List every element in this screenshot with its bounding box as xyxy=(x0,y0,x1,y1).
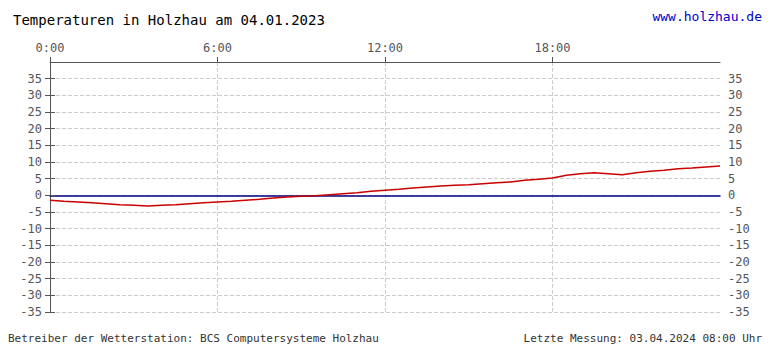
svg-text:35: 35 xyxy=(28,72,42,86)
svg-text:-30: -30 xyxy=(728,288,750,302)
svg-text:5: 5 xyxy=(728,172,735,186)
svg-text:-10: -10 xyxy=(728,222,750,236)
svg-text:5: 5 xyxy=(35,172,42,186)
svg-text:-25: -25 xyxy=(728,272,750,286)
svg-text:15: 15 xyxy=(28,138,42,152)
svg-text:18:00: 18:00 xyxy=(534,41,570,55)
svg-text:-10: -10 xyxy=(20,222,42,236)
svg-text:0:00: 0:00 xyxy=(36,41,65,55)
svg-text:-15: -15 xyxy=(20,238,42,252)
svg-text:25: 25 xyxy=(728,105,742,119)
svg-text:30: 30 xyxy=(28,88,42,102)
svg-text:-35: -35 xyxy=(728,305,750,319)
svg-text:10: 10 xyxy=(28,155,42,169)
svg-text:15: 15 xyxy=(728,138,742,152)
svg-text:Betreiber der Wetterstation: B: Betreiber der Wetterstation: BCS Compute… xyxy=(8,332,379,345)
svg-text:Temperaturen in Holzhau am 04.: Temperaturen in Holzhau am 04.01.2023 xyxy=(13,12,325,28)
svg-text:-25: -25 xyxy=(20,272,42,286)
svg-text:Letzte Messung: 03.04.2024 08:: Letzte Messung: 03.04.2024 08:00 Uhr xyxy=(524,332,763,345)
svg-text:6:00: 6:00 xyxy=(203,41,232,55)
svg-text:30: 30 xyxy=(728,88,742,102)
svg-text:-15: -15 xyxy=(728,238,750,252)
svg-text:www.holzhau.de: www.holzhau.de xyxy=(652,9,762,24)
svg-text:-30: -30 xyxy=(20,288,42,302)
svg-text:-5: -5 xyxy=(728,205,742,219)
svg-text:-20: -20 xyxy=(728,255,750,269)
svg-text:12:00: 12:00 xyxy=(367,41,403,55)
svg-text:35: 35 xyxy=(728,72,742,86)
svg-text:-35: -35 xyxy=(20,305,42,319)
svg-text:0: 0 xyxy=(728,188,735,202)
svg-text:-5: -5 xyxy=(28,205,42,219)
svg-text:25: 25 xyxy=(28,105,42,119)
svg-text:20: 20 xyxy=(28,122,42,136)
svg-text:20: 20 xyxy=(728,122,742,136)
svg-text:0: 0 xyxy=(35,188,42,202)
svg-text:10: 10 xyxy=(728,155,742,169)
svg-text:-20: -20 xyxy=(20,255,42,269)
